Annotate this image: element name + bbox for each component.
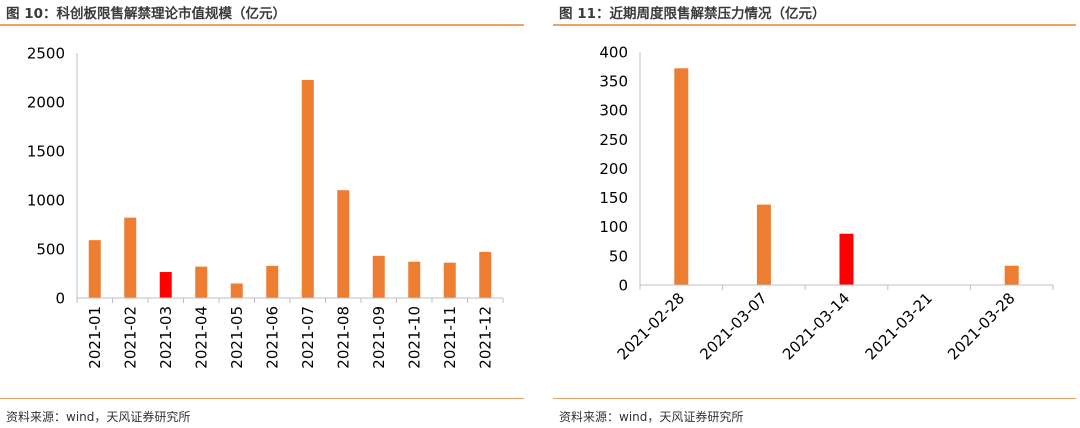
- bar-2021-03-07: [756, 204, 771, 285]
- x-tick-label: 2021-02-28: [614, 289, 688, 363]
- right-figure-panel: 图 11：近期周度限售解禁压力情况（亿元） 0 50 100 150 200 250 300…: [553, 0, 1080, 428]
- bar-2021-12: [479, 251, 492, 298]
- bar-2021-10: [408, 261, 421, 298]
- y-tick-label: 400: [599, 43, 628, 61]
- left-figure-title: 图 10：科创板限售解禁理论市值规模（亿元）: [6, 6, 286, 22]
- bar-2021-04: [195, 266, 208, 298]
- y-tick-label: 200: [599, 160, 628, 178]
- right-source-rule: [553, 398, 1076, 399]
- y-tick-label: 2000: [27, 93, 65, 111]
- x-tick-label: 2021-11: [441, 306, 459, 369]
- x-tick-label: 2021-01: [86, 306, 104, 369]
- x-tick-label: 2021-03: [157, 306, 175, 369]
- x-tick-label: 2021-03-21: [862, 289, 936, 363]
- x-tick-label: 2021-09: [370, 306, 388, 369]
- x-tick-label: 2021-10: [406, 306, 424, 369]
- left-bar-chart: 0 500 1000 1500 2000 2500 2021-01 2021-02 2021-0…: [27, 44, 504, 369]
- x-tick-label: 2021-03-14: [779, 289, 853, 363]
- left-figure-panel: 图 10：科创板限售解禁理论市值规模（亿元） 0 500 1000 1500 2000 2…: [0, 0, 528, 428]
- x-tick-label: 2021-08: [335, 306, 353, 369]
- right-title-rule: [553, 24, 1076, 26]
- right-figure-title: 图 11：近期周度限售解禁压力情况（亿元）: [559, 6, 826, 22]
- bar-2021-06: [266, 265, 279, 298]
- x-tick-label: 2021-06: [264, 306, 282, 369]
- y-tick-label: 350: [599, 73, 628, 91]
- bar-2021-02: [124, 217, 137, 298]
- y-tick-label: 50: [609, 247, 628, 265]
- y-tick-label: 500: [36, 240, 65, 258]
- x-tick-label: 2021-07: [299, 306, 317, 369]
- x-tick-label: 2021-12: [477, 306, 495, 369]
- left-source-rule: [0, 398, 524, 399]
- y-tick-label: 0: [618, 276, 628, 294]
- bar-2021-02-28: [674, 68, 689, 285]
- bar-2021-09: [372, 255, 385, 298]
- bar-2021-11: [443, 262, 456, 298]
- y-tick-label: 300: [599, 102, 628, 120]
- x-tick-label: 2021-02: [122, 306, 140, 369]
- x-tick-label: 2021-03-07: [696, 289, 770, 363]
- bar-2021-05: [230, 283, 243, 298]
- bar-2021-08: [337, 190, 350, 298]
- left-source-note: 资料来源：wind，天风证券研究所: [6, 410, 191, 424]
- bar-2021-07: [301, 79, 314, 298]
- x-tick-label: 2021-05: [228, 306, 246, 369]
- bar-2021-03-28: [1004, 265, 1019, 285]
- bar-2021-01: [88, 240, 101, 298]
- y-tick-label: 250: [599, 131, 628, 149]
- x-tick-label: 2021-04: [193, 306, 211, 369]
- y-tick-label: 150: [599, 189, 628, 207]
- y-tick-label: 100: [599, 218, 628, 236]
- y-tick-label: 1500: [27, 142, 65, 160]
- x-tick-label: 2021-03-28: [944, 289, 1018, 363]
- y-tick-label: 0: [55, 289, 65, 307]
- left-title-rule: [0, 24, 524, 26]
- right-source-note: 资料来源：wind，天风证券研究所: [559, 410, 744, 424]
- y-tick-label: 1000: [27, 191, 65, 209]
- y-tick-label: 2500: [27, 44, 65, 62]
- bar-2021-03: [159, 272, 172, 298]
- bar-2021-03-14: [839, 233, 854, 285]
